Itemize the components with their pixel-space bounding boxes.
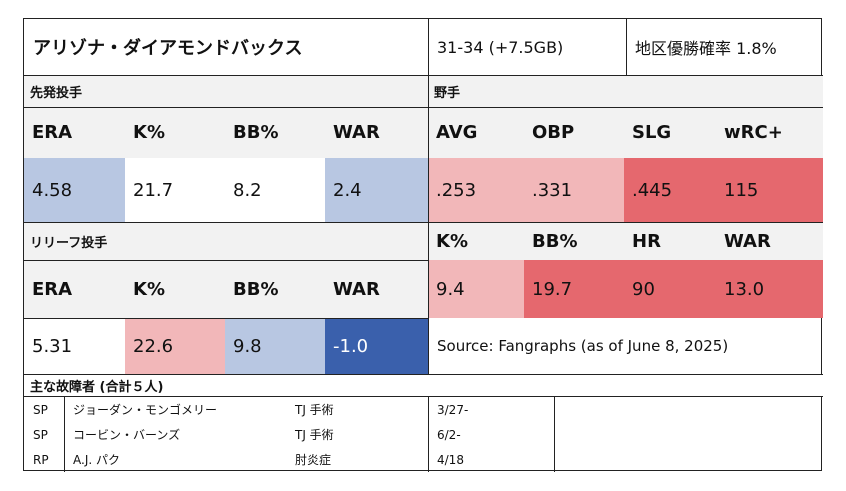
injury-reason: 肘炎症 xyxy=(295,453,332,467)
grid-line xyxy=(428,19,429,374)
rp-value-k-pct: 22.6 xyxy=(125,318,225,374)
injury-reason: TJ 手術 xyxy=(295,428,334,442)
grid-line xyxy=(24,396,823,397)
fld-value-bb-pct: 19.7 xyxy=(524,260,624,318)
starting-pitchers-label: 先発投手 xyxy=(24,75,428,107)
team-record: 31-34 (+7.5GB) xyxy=(437,37,564,57)
injury-pos: RP xyxy=(33,452,49,467)
grid-line xyxy=(24,75,823,76)
injury-date: 4/18 xyxy=(437,452,464,467)
sp-header-era: ERA xyxy=(24,107,125,158)
grid-line xyxy=(64,396,65,472)
injury-reason: TJ 手術 xyxy=(295,403,334,417)
fld-value-war: 13.0 xyxy=(716,260,823,318)
rp-value-bb-pct: 9.8 xyxy=(225,318,325,374)
grid-line xyxy=(428,396,429,472)
grid-line xyxy=(24,374,823,375)
rp-value-era: 5.31 xyxy=(32,335,73,357)
injury-pos: SP xyxy=(33,402,48,417)
relief-pitchers-label: リリーフ投手 xyxy=(24,222,428,260)
source-note: Source: Fangraphs (as of June 8, 2025) xyxy=(437,337,729,355)
team-name: アリゾナ・ダイアモンドバックス xyxy=(33,38,303,59)
sp-header-war: WAR xyxy=(325,107,428,158)
injury-player-name: A.J. パク xyxy=(73,453,120,467)
grid-line xyxy=(24,318,428,319)
fld-header-war: WAR xyxy=(716,222,823,260)
grid-line xyxy=(24,260,428,261)
rp-value-war: -1.0 xyxy=(325,318,428,374)
sp-header-bb-pct: BB% xyxy=(225,107,325,158)
team-stats-card: アリゾナ・ダイアモンドバックス 31-34 (+7.5GB) 地区優勝確率 1.… xyxy=(23,18,823,472)
fielders-label: 野手 xyxy=(428,75,823,107)
injury-date: 6/2- xyxy=(437,427,461,442)
fld-header-k-pct: K% xyxy=(428,222,524,260)
rp-header-k-pct: K% xyxy=(125,260,225,318)
fld-value-wrc: 115 xyxy=(716,158,823,222)
rp-header-bb-pct: BB% xyxy=(225,260,325,318)
fld-header-hr: HR xyxy=(624,222,716,260)
rp-header-war: WAR xyxy=(325,260,428,318)
injury-player-name: ジョーダン・モンゴメリー xyxy=(73,403,218,417)
fld-value-k-pct: 9.4 xyxy=(428,260,524,318)
sp-value-era: 4.58 xyxy=(24,158,125,222)
fld-value-slg: .445 xyxy=(624,158,716,222)
grid-line xyxy=(554,396,555,472)
division-odds: 地区優勝確率 1.8% xyxy=(635,39,777,58)
rp-header-era: ERA xyxy=(24,260,125,318)
fld-value-obp: .331 xyxy=(524,158,624,222)
injury-player-name: コービン・バーンズ xyxy=(73,428,181,442)
fld-header-bb-pct: BB% xyxy=(524,222,624,260)
fld-header-obp: OBP xyxy=(524,107,624,158)
sp-value-k-pct: 21.7 xyxy=(133,179,174,201)
grid-line xyxy=(626,19,627,75)
sp-value-bb-pct: 8.2 xyxy=(233,179,262,201)
sp-header-k-pct: K% xyxy=(125,107,225,158)
injuries-label: 主な故障者 (合計５人) xyxy=(24,374,823,396)
fld-value-hr: 90 xyxy=(624,260,716,318)
grid-line xyxy=(24,107,823,108)
injury-date: 3/27- xyxy=(437,402,469,417)
sp-value-war: 2.4 xyxy=(325,158,428,222)
fld-header-avg: AVG xyxy=(428,107,524,158)
fld-header-wrc: wRC+ xyxy=(716,107,823,158)
fld-header-slg: SLG xyxy=(624,107,716,158)
grid-line xyxy=(24,222,823,223)
injury-pos: SP xyxy=(33,427,48,442)
